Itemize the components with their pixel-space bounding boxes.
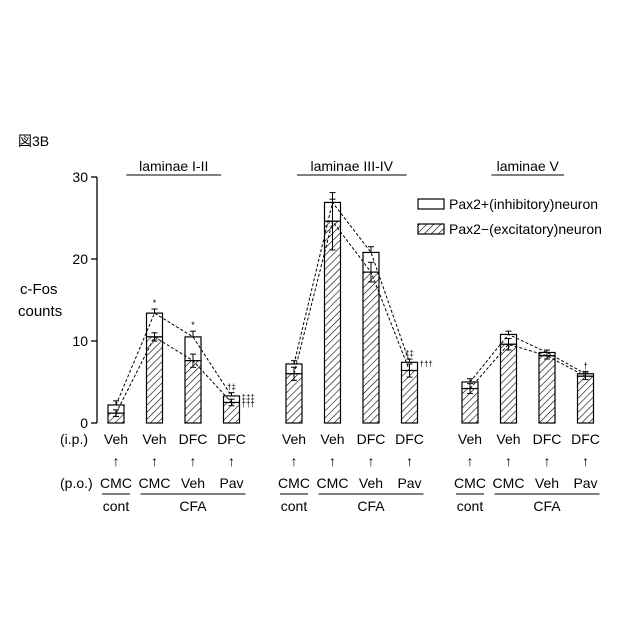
significance-mark: *: [191, 320, 195, 330]
group-label-cfa: CFA: [533, 498, 561, 514]
po-label: CMC: [317, 475, 349, 491]
ip-label: Veh: [104, 431, 128, 447]
bar-excitatory: [578, 376, 594, 423]
po-label: CMC: [278, 475, 310, 491]
po-label: CMC: [100, 475, 132, 491]
trend-line-excitatory: [294, 221, 410, 374]
trend-line-total: [294, 202, 410, 364]
group-label-cont: cont: [457, 498, 484, 514]
ip-label: Veh: [320, 431, 344, 447]
ip-label: Veh: [496, 431, 520, 447]
ip-label: Veh: [458, 431, 482, 447]
arrow-label: ↑: [368, 453, 375, 469]
bar-excitatory: [501, 344, 517, 423]
ip-label: DFC: [533, 431, 562, 447]
arrow-label: ↑: [190, 453, 197, 469]
panel-title: laminae III-IV: [311, 158, 394, 174]
trend-line-excitatory: [470, 344, 586, 388]
bar-excitatory: [363, 272, 379, 423]
bar-excitatory: [402, 371, 418, 423]
group-label-cfa: CFA: [179, 498, 207, 514]
arrow-label: ↑: [406, 453, 413, 469]
trend-line-total: [470, 334, 586, 382]
bar-excitatory: [539, 356, 555, 423]
row-label-po: (p.o.): [60, 475, 93, 491]
po-label: Veh: [181, 475, 205, 491]
group-label-cont: cont: [103, 498, 130, 514]
y-tick-label: 30: [72, 169, 88, 185]
row-label-ip: (i.p.): [60, 431, 88, 447]
arrow-label: ↑: [544, 453, 551, 469]
ip-label: DFC: [571, 431, 600, 447]
bar-excitatory: [325, 221, 341, 423]
ip-label: DFC: [357, 431, 386, 447]
legend: Pax2+(inhibitory)neuron Pax2−(excitatory…: [418, 196, 602, 237]
panel-1: laminae I-IIVeh↑CMC*Veh↑CMC*DFC↑Veh‡‡‡††…: [100, 158, 255, 514]
significance-mark: †: [583, 361, 587, 370]
group-label-cont: cont: [281, 498, 308, 514]
group-label-cfa: CFA: [357, 498, 385, 514]
arrow-label: ↑: [291, 453, 298, 469]
ip-label: DFC: [395, 431, 424, 447]
legend-label-excitatory: Pax2−(excitatory)neuron: [449, 221, 602, 237]
y-tick-label: 10: [72, 333, 88, 349]
po-label: Veh: [359, 475, 383, 491]
significance-mark: *: [153, 298, 157, 308]
y-tick-label: 0: [80, 415, 88, 431]
panel-title: laminae I-II: [139, 158, 208, 174]
arrow-label: ↑: [505, 453, 512, 469]
legend-swatch-excitatory: [418, 224, 444, 234]
legend-label-inhibitory: Pax2+(inhibitory)neuron: [449, 196, 598, 212]
trend-line-excitatory: [116, 337, 232, 413]
bar-excitatory: [286, 374, 302, 423]
ip-label: DFC: [217, 431, 246, 447]
po-label: Veh: [535, 475, 559, 491]
legend-swatch-inhibitory: [418, 199, 444, 209]
po-label: CMC: [493, 475, 525, 491]
panel-title: laminae V: [497, 158, 560, 174]
ip-label: Veh: [282, 431, 306, 447]
y-tick-label: 20: [72, 251, 88, 267]
y-axis-label-line2: counts: [18, 303, 62, 320]
significance-mark: †††: [242, 400, 255, 409]
arrow-label: ↑: [582, 453, 589, 469]
trend-line-total: [116, 313, 232, 405]
significance-mark: †‡: [227, 383, 236, 392]
figure-label: 図3B: [18, 133, 49, 149]
po-label: Pav: [219, 475, 243, 491]
ip-label: Veh: [142, 431, 166, 447]
y-axis-label-line1: c-Fos: [20, 281, 58, 298]
arrow-label: ↑: [151, 453, 158, 469]
arrow-label: ↑: [228, 453, 235, 469]
arrow-label: ↑: [329, 453, 336, 469]
significance-mark: †††: [420, 359, 433, 368]
panel-2: laminae III-IVVeh↑CMCVeh↑CMCDFC↑Veh†††‡‡…: [278, 158, 433, 514]
bar-excitatory: [185, 361, 201, 423]
ip-label: DFC: [179, 431, 208, 447]
po-label: CMC: [139, 475, 171, 491]
arrow-label: ↑: [113, 453, 120, 469]
y-axis: 0 10 20 30: [72, 169, 97, 431]
po-label: Pav: [573, 475, 597, 491]
arrow-label: ↑: [467, 453, 474, 469]
bar-excitatory: [147, 337, 163, 423]
po-label: CMC: [454, 475, 486, 491]
po-label: Pav: [397, 475, 421, 491]
